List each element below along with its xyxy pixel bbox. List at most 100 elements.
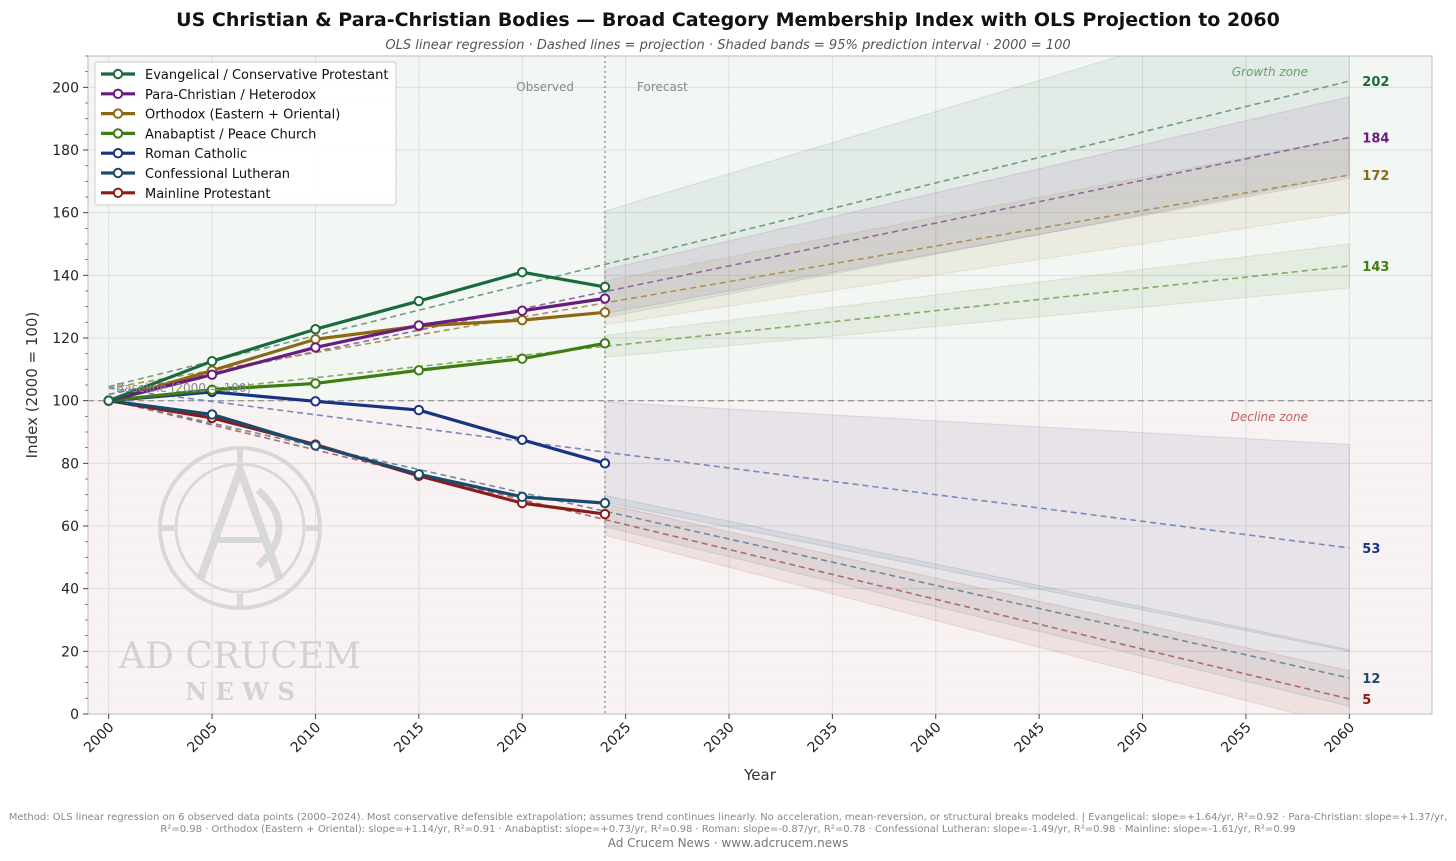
- legend-item-anabaptist-peace-church: Anabaptist / Peace Church: [101, 127, 316, 142]
- line-anabaptist-peace-church: [108, 341, 606, 403]
- observed-lines: [103, 267, 611, 520]
- x-tick-label: 2035: [805, 720, 842, 757]
- point-orthodox-eastern-oriental: [310, 334, 321, 345]
- y-tick-label: 140: [52, 268, 79, 284]
- growth-zone-label: Growth zone: [1232, 65, 1308, 79]
- series-anabaptist-peace-church: [103, 338, 611, 406]
- point-confessional-lutheran: [599, 497, 611, 509]
- y-tick-label: 180: [52, 143, 79, 159]
- legend-item-mainline-protestant: Mainline Protestant: [101, 187, 271, 202]
- legend-label: Confessional Lutheran: [145, 167, 290, 182]
- end-label-roman-catholic: 53: [1362, 542, 1380, 557]
- legend-marker: [112, 68, 124, 80]
- end-label-confessional-lutheran: 12: [1362, 672, 1380, 687]
- legend: Evangelical / Conservative Protestant Par…: [94, 61, 397, 206]
- chart: US Christian & Para-Christian Bodies — B…: [23, 9, 1433, 784]
- footer-method: Method: OLS linear regression on 6 obser…: [8, 812, 1448, 835]
- x-tick-label: 2060: [1322, 720, 1359, 757]
- watermark-sub: N E W S: [185, 677, 295, 706]
- point-para-christian-heterodox: [310, 342, 321, 353]
- point-roman-catholic: [599, 458, 611, 469]
- y-tick-label: 60: [61, 519, 79, 535]
- point-confessional-lutheran: [413, 469, 425, 480]
- x-tick-label: 2045: [1011, 720, 1048, 757]
- legend-item-para-christian-heterodox: Para-Christian / Heterodox: [101, 88, 317, 103]
- legend-box: [94, 61, 397, 206]
- projection-roman-catholic: [108, 387, 1350, 549]
- end-label-orthodox-eastern-oriental: 172: [1362, 169, 1389, 184]
- y-tick-label: 120: [52, 331, 79, 347]
- x-tick-label: 2015: [391, 720, 428, 757]
- y-tick-label: 160: [52, 206, 79, 222]
- y-tick-label: 100: [52, 394, 79, 410]
- point-confessional-lutheran: [310, 440, 321, 451]
- x-tick-label: 2020: [495, 720, 532, 757]
- point-mainline-protestant: [599, 508, 611, 520]
- x-tick-label: 2040: [908, 720, 945, 757]
- legend-label: Roman Catholic: [145, 147, 247, 162]
- band-roman-catholic: [604, 401, 1350, 652]
- point-para-christian-heterodox: [517, 305, 528, 316]
- line-roman-catholic: [108, 390, 606, 465]
- point-confessional-lutheran: [206, 409, 218, 420]
- watermark: AD CRUCEM N E W S: [118, 446, 361, 706]
- legend-marker: [112, 148, 124, 159]
- decline-zone-label: Decline zone: [1231, 410, 1308, 424]
- x-tick-label: 2030: [701, 720, 738, 757]
- chart-subtitle: OLS linear regression · Dashed lines = p…: [385, 38, 1070, 53]
- end-label-mainline-protestant: 5: [1362, 693, 1371, 708]
- observed-label: Observed: [516, 80, 574, 94]
- point-evangelical-conservative-protestant: [517, 267, 528, 278]
- x-tick-label: 2055: [1218, 720, 1255, 757]
- line-evangelical-conservative-protestant: [108, 270, 606, 403]
- point-roman-catholic: [310, 396, 321, 407]
- point-para-christian-heterodox: [413, 320, 425, 331]
- x-tick-label: 2010: [288, 720, 325, 757]
- legend-marker: [112, 187, 124, 199]
- watermark-brand: AD CRUCEM: [118, 636, 361, 677]
- y-tick-label: 40: [61, 582, 79, 598]
- end-label-anabaptist-peace-church: 143: [1362, 260, 1389, 275]
- end-label-evangelical-conservative-protestant: 202: [1362, 75, 1389, 90]
- point-roman-catholic: [413, 404, 425, 416]
- point-orthodox-eastern-oriental: [517, 314, 528, 326]
- x-tick-label: 2025: [598, 720, 635, 757]
- y-axis-label: Index (2000 = 100): [23, 312, 41, 459]
- y-tick-label: 20: [61, 644, 79, 660]
- point-anabaptist-peace-church: [206, 384, 218, 395]
- x-tick-label: 2000: [81, 720, 118, 757]
- x-tick-label: 2005: [184, 720, 221, 757]
- y-tick-label: 200: [52, 80, 79, 96]
- x-axis-label: Year: [743, 766, 777, 784]
- point-evangelical-conservative-protestant: [206, 355, 218, 367]
- legend-item-evangelical-conservative-protestant: Evangelical / Conservative Protestant: [101, 68, 388, 83]
- series-evangelical-conservative-protestant: [103, 267, 611, 406]
- legend-item-confessional-lutheran: Confessional Lutheran: [101, 167, 290, 182]
- legend-item-orthodox-eastern-oriental: Orthodox (Eastern + Oriental): [101, 108, 340, 123]
- point-anabaptist-peace-church: [413, 365, 425, 376]
- point-confessional-lutheran: [517, 491, 528, 503]
- legend-item-roman-catholic: Roman Catholic: [101, 147, 247, 162]
- point-anabaptist-peace-church: [310, 378, 321, 389]
- point-evangelical-conservative-protestant: [310, 324, 321, 335]
- point-evangelical-conservative-protestant: [599, 281, 611, 293]
- legend-marker: [112, 108, 124, 119]
- point-anabaptist-peace-church: [517, 353, 528, 364]
- line-confessional-lutheran: [108, 399, 606, 505]
- point-orthodox-eastern-oriental: [599, 307, 611, 318]
- legend-marker: [112, 167, 124, 179]
- point-anabaptist-peace-church: [599, 338, 611, 349]
- forecast-label: Forecast: [637, 80, 688, 94]
- line-para-christian-heterodox: [108, 296, 606, 403]
- legend-marker: [112, 128, 124, 139]
- watermark-emblem-icon: [158, 446, 322, 610]
- y-tick-label: 0: [70, 707, 79, 723]
- y-tick-label: 80: [61, 456, 79, 472]
- point-roman-catholic: [517, 434, 528, 446]
- point-para-christian-heterodox: [206, 369, 218, 380]
- chart-title: US Christian & Para-Christian Bodies — B…: [176, 9, 1280, 31]
- legend-label: Orthodox (Eastern + Oriental): [145, 108, 340, 123]
- projection-anabaptist-peace-church: [108, 265, 1350, 401]
- end-label-para-christian-heterodox: 184: [1362, 131, 1389, 146]
- footer-credit: Ad Crucem News · www.adcrucem.news: [607, 836, 849, 850]
